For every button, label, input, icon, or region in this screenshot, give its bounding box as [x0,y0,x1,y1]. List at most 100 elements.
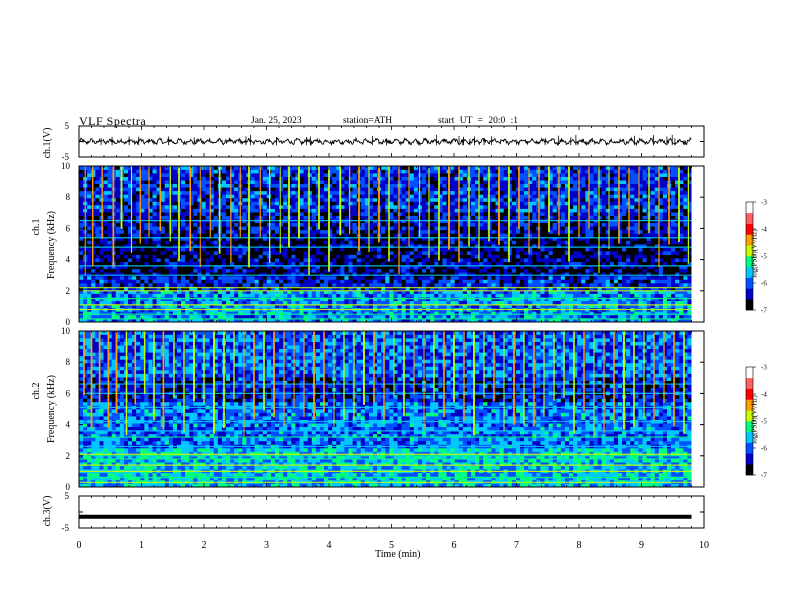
ch1-spec-cell [287,283,292,287]
ch1-spec-cell [675,244,680,248]
ch1-spec-cell [373,279,378,284]
ch1-spec-cell [213,254,219,259]
ch1-spec-cell [544,254,549,259]
ch1-spec-cell [609,226,615,231]
ch1-spec-cell [336,265,341,270]
ch1-spec-cell [422,236,427,241]
ch1-spec-cell [87,258,92,263]
ch1-spec-cell [352,258,357,263]
ch1-spec-cell [471,261,476,266]
ch1-spec-cell [548,208,553,213]
ch1-spec-cell [483,222,488,227]
ch1-spec-cell [540,222,545,227]
ch1-spec-cell [454,293,460,298]
ch1-spec-cell [683,261,688,266]
ch1-spec-cell [458,286,464,291]
ch1-spec-cell [103,212,108,216]
ch1-spec-cell [148,290,153,294]
ch1-spec-cell [160,265,166,270]
ch1-spec-cell [687,236,692,241]
ch1-spec-cell [413,215,419,220]
ch1-spec-cell [540,275,545,280]
ch1-spec-cell [560,212,566,216]
ch1-spec-cell [258,283,264,287]
ch1-spec-cell [91,311,96,316]
ch1-spec-cell [520,304,525,309]
ch1-spec-cell [528,247,533,252]
ch1-spec-cell [140,226,145,231]
ch1-spec-cell [609,229,615,234]
ch1-spec-cell [605,244,611,248]
ch1-spec-cell [209,229,215,234]
ch1-spec-cell [507,279,513,284]
ch1-spec-cell [185,318,190,323]
ch1-spec-cell [560,279,566,284]
ch1-spec-cell [368,233,374,238]
ch1-spec-cell [458,240,464,245]
ch1-spec-cell [205,261,210,266]
ch1-spec-cell [646,244,651,248]
ch1-spec-cell [471,240,476,245]
ch1-spec-cell [495,293,500,298]
ch1-spec-cell [454,279,460,284]
ch1-spec-cell [552,215,558,220]
ch1-spec-cell [499,258,504,263]
ch1-spec-cell [373,244,378,248]
ch1-spec-cell [140,311,145,316]
ch1-spec-cell [140,229,145,234]
ch1-spec-cell [364,226,370,231]
ch1-spec-cell [283,244,288,248]
ch1-spec-cell [128,293,133,298]
ch1-spec-cell [622,208,627,213]
ch1-spec-cell [495,300,500,305]
ch1-spec-cell [389,251,394,255]
ch1-spec-cell [626,304,631,309]
ch1-spec-cell [311,212,317,216]
ch1-spec-cell [540,286,545,291]
ch1-spec-cell [152,233,157,238]
ch1-spec-cell [87,283,92,287]
ch1-spec-cell [589,251,594,255]
ch1-spec-cell [564,222,570,227]
ch1-spec-cell [238,275,243,280]
ch1-spec-cell [144,311,149,316]
ch1-spec-cell [270,251,276,255]
ch1-spec-cell [238,261,243,266]
ch1-spec-cell [107,283,112,287]
ch1-spec-cell [168,251,174,255]
ch1-spec-cell [328,293,333,298]
ch1-spec-cell [275,265,280,270]
ch1-spec-cell [605,222,611,227]
ch1-spec-cell [99,300,104,305]
ch1-spec-cell [189,261,194,266]
ch1-spec-cell [687,215,692,220]
ch1-spec-cell [283,311,288,316]
ch1-spec-cell [128,265,133,270]
ch1-spec-cell [95,244,100,248]
ch1-spec-cell [479,215,484,220]
ch1-spec-cell [638,265,643,270]
ch1-spec-cell [430,251,435,255]
ch1-spec-cell [605,247,611,252]
ch1-spec-cell [507,240,513,245]
ch1-spec-cell [479,212,484,216]
ch1-spec-cell [136,236,141,241]
ch1-spec-cell [160,314,166,319]
ch1-spec-cell [340,290,345,294]
ch1-spec-cell [560,275,566,280]
ch1-spec-cell [471,251,476,255]
ch1-spec-cell [601,236,607,241]
ch1-spec-cell [528,226,533,231]
ch1-spec-cell [683,226,688,231]
ch1-spec-cell [381,265,386,270]
ch1-spec-cell [605,290,611,294]
ch1-spec-cell [532,226,537,231]
ch1-spec-cell [254,212,259,216]
ch1-spec-cell [491,300,496,305]
ch1-spec-cell [209,265,215,270]
ch1-spec-cell [483,212,488,216]
ch1-spec-cell [630,233,635,238]
ch1-spec-cell [654,283,660,287]
ch1-spec-cell [226,286,231,291]
ch1-spec-cell [405,272,411,277]
